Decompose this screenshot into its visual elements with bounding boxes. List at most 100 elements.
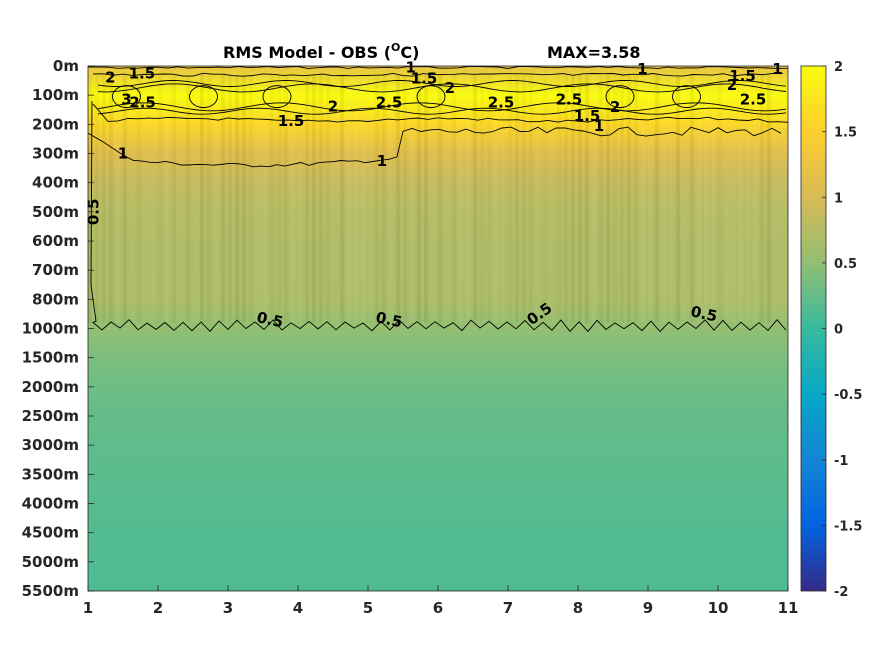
y-tick-label: 3000m: [22, 436, 79, 454]
y-tick-label: 600m: [32, 232, 79, 250]
texture-streak: [662, 74, 666, 323]
contour-label: 2: [727, 76, 737, 94]
contour-loop: [112, 85, 141, 109]
texture-streak: [620, 75, 624, 323]
texture-streak: [396, 74, 400, 323]
texture-streak: [438, 74, 442, 323]
contour-label: 2.5: [129, 93, 156, 111]
texture-streak: [354, 74, 358, 323]
colorbar-tick-label: 1: [834, 191, 843, 206]
texture-streak: [669, 74, 673, 323]
texture-streak: [445, 75, 449, 323]
contour-label: 1.5: [729, 67, 756, 85]
texture-streak: [116, 75, 120, 323]
colorbar-gradient: [800, 65, 827, 592]
texture-streak: [270, 75, 274, 323]
texture-streak: [88, 74, 92, 323]
contour-line: [97, 107, 787, 115]
texture-streak: [760, 75, 764, 323]
colorbar-ticks: 2 1.5 1 0.5 0 -0.5 -1 -1.5 -2: [822, 60, 862, 600]
texture-streak: [739, 74, 743, 323]
contour-label: 1: [405, 58, 415, 76]
texture-streak: [207, 75, 211, 323]
contour-loop: [189, 85, 218, 109]
y-tick-label: 4500m: [22, 524, 79, 542]
y-tick-label: 5500m: [22, 582, 79, 600]
y-tick-label: 1500m: [22, 349, 79, 367]
texture-streak: [305, 74, 309, 323]
y-tick-label: 3500m: [22, 465, 79, 483]
y-tick-label: 100m: [32, 86, 79, 104]
texture-streak: [536, 75, 540, 323]
contour-line: [88, 66, 788, 69]
colorbar: 2 1.5 1 0.5 0 -0.5 -1 -1.5 -2: [800, 60, 862, 600]
y-tick-label: 0m: [53, 57, 79, 75]
texture-streak: [214, 75, 218, 323]
texture-streak: [753, 74, 757, 323]
y-tick-label: 200m: [32, 115, 79, 133]
texture-streak: [221, 74, 225, 323]
texture-streak: [494, 74, 498, 323]
contour-line: [92, 103, 788, 123]
texture-streak: [144, 75, 148, 323]
chart-title: RMS Model - OBS (OC): [223, 41, 419, 62]
texture-streak: [200, 74, 204, 323]
y-tick-label: 2500m: [22, 407, 79, 425]
x-axis: 1 2 3 4 5 6 7 8 9 10 11: [83, 585, 798, 617]
texture-streak: [585, 74, 589, 323]
texture-streak: [249, 75, 253, 323]
colorbar-tick-label: -1: [834, 454, 848, 469]
contour-line: [88, 126, 782, 168]
contour-line: [90, 100, 787, 333]
texture-streak: [319, 75, 323, 323]
y-tick-label: 800m: [32, 290, 79, 308]
texture-streak: [767, 74, 771, 323]
texture-streak: [466, 74, 470, 323]
contour-label: 0.5: [374, 308, 404, 331]
texture-streak: [431, 75, 435, 323]
texture-streak: [137, 75, 141, 323]
contour-line: [97, 102, 787, 112]
texture-streak: [291, 74, 295, 323]
contour-line: [97, 80, 787, 87]
contour-label: 2: [445, 79, 455, 97]
texture-streak: [382, 75, 386, 323]
x-tick-label: 4: [293, 599, 303, 617]
texture-streak: [459, 74, 463, 323]
texture-streak: [592, 74, 596, 323]
y-tick-label: 2000m: [22, 378, 79, 396]
contour-label: 1: [594, 117, 604, 135]
texture-streak: [109, 74, 113, 323]
x-tick-label: 9: [643, 599, 653, 617]
contour-loop: [262, 85, 292, 109]
contour-label: 2.5: [376, 93, 403, 111]
svg-text:RMS Model - OBS (OC): RMS Model - OBS (OC): [223, 41, 419, 62]
x-tick-label: 3: [223, 599, 233, 617]
y-tick-label: 500m: [32, 203, 79, 221]
heatmap-texture: [88, 74, 771, 323]
x-tick-label: 8: [573, 599, 583, 617]
contour-label: 2: [610, 98, 620, 116]
texture-streak: [151, 75, 155, 323]
texture-streak: [340, 74, 344, 323]
texture-streak: [361, 74, 365, 323]
x-tick-label: 1: [83, 599, 93, 617]
x-tick-label: 7: [503, 599, 513, 617]
texture-streak: [515, 74, 519, 323]
texture-streak: [368, 75, 372, 323]
texture-streak: [550, 75, 554, 323]
colorbar-tick-label: 1.5: [834, 126, 857, 141]
contour-label: 3: [121, 91, 131, 109]
texture-streak: [312, 74, 316, 323]
contour-label: 2: [328, 97, 338, 115]
contour-line: [92, 72, 784, 77]
contour-loop: [605, 85, 635, 109]
contour-loop: [672, 85, 701, 109]
texture-streak: [634, 75, 638, 323]
texture-streak: [655, 74, 659, 323]
texture-streak: [263, 74, 267, 323]
contour-label: 2.5: [740, 91, 767, 109]
texture-streak: [711, 74, 715, 323]
